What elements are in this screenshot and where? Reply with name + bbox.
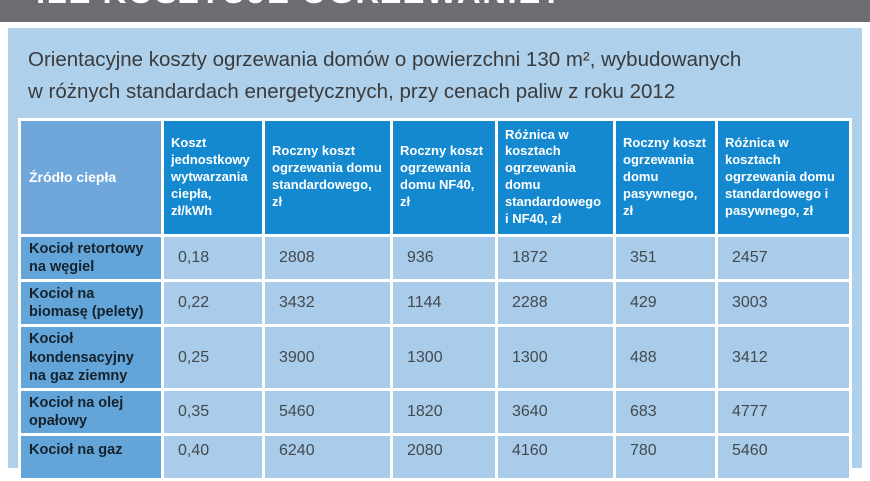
intro-line-2: w różnych standardach energetycznych, pr… <box>28 79 676 103</box>
value-cell: 6240 <box>265 436 390 478</box>
value-cell: 3900 <box>265 327 390 388</box>
value-cell: 2808 <box>265 236 390 280</box>
value-cell: 4777 <box>718 390 849 433</box>
table-row-oil-boiler: Kocioł na olej opałowy 0,35 5460 1820 36… <box>21 390 849 433</box>
value-cell: 3003 <box>718 282 849 325</box>
header-cell-heat-source: Źródło ciepła <box>21 120 161 234</box>
header-cell-passive-house-cost: Roczny koszt ogrzewania domu pasywnego, … <box>616 120 715 234</box>
row-label-cell: Kocioł kondensacyjny na gaz ziemny <box>21 327 161 388</box>
page-header-bar: ILE KOSZTUJE OGRZEWANIE? <box>0 0 870 22</box>
value-cell: 488 <box>616 327 715 388</box>
table-header-row: Źródło ciepła Koszt jednostkowy wytwarza… <box>21 120 849 234</box>
info-panel: Orientacyjne koszty ogrzewania domów o p… <box>8 28 862 481</box>
table-row-condensing-gas-boiler: Kocioł kondensacyjny na gaz ziemny 0,25 … <box>21 327 849 388</box>
row-label-cell: Kocioł na gaz <box>21 436 161 478</box>
value-cell: 0,18 <box>164 236 262 280</box>
table-row-lpg-boiler: Kocioł na gaz 0,40 6240 2080 4160 780 54… <box>21 436 849 478</box>
table-row-biomass-boiler: Kocioł na biomasę (pelety) 0,22 3432 114… <box>21 282 849 325</box>
value-cell: 0,25 <box>164 327 262 388</box>
value-cell: 3412 <box>718 327 849 388</box>
table-row-coal-boiler: Kocioł retortowy na węgiel 0,18 2808 936… <box>21 236 849 280</box>
value-cell: 1300 <box>498 327 613 388</box>
intro-line-1: Orientacyjne koszty ogrzewania domów o p… <box>28 48 742 71</box>
row-label-cell: Kocioł na olej opałowy <box>21 390 161 433</box>
value-cell: 2288 <box>498 282 613 325</box>
page-title: ILE KOSZTUJE OGRZEWANIE? <box>36 0 563 8</box>
value-cell: 3640 <box>498 390 613 433</box>
value-cell: 5460 <box>265 390 390 433</box>
row-label-cell: Kocioł na biomasę (pelety) <box>21 282 161 325</box>
value-cell: 3432 <box>265 282 390 325</box>
value-cell: 1144 <box>393 282 495 325</box>
value-cell: 1820 <box>393 390 495 433</box>
intro-text: Orientacyjne koszty ogrzewania domów o p… <box>8 28 862 118</box>
row-label-cell: Kocioł retortowy na węgiel <box>21 236 161 280</box>
heating-costs-table: Źródło ciepła Koszt jednostkowy wytwarza… <box>18 117 852 481</box>
value-cell: 429 <box>616 282 715 325</box>
value-cell: 351 <box>616 236 715 280</box>
value-cell: 1300 <box>393 327 495 388</box>
header-cell-diff-standard-nf40: Różnica w kosztach ogrzewania domu stand… <box>498 120 613 234</box>
value-cell: 780 <box>616 436 715 478</box>
value-cell: 683 <box>616 390 715 433</box>
value-cell: 0,35 <box>164 390 262 433</box>
header-cell-diff-standard-passive: Różnica w kosztach ogrzewania domu stand… <box>718 120 849 234</box>
header-cell-nf40-house-cost: Roczny koszt ogrzewania domu NF40, zł <box>393 120 495 234</box>
value-cell: 2457 <box>718 236 849 280</box>
value-cell: 1872 <box>498 236 613 280</box>
value-cell: 0,40 <box>164 436 262 478</box>
value-cell: 5460 <box>718 436 849 478</box>
header-cell-standard-house-cost: Roczny koszt ogrzewania domu standardowe… <box>265 120 390 234</box>
value-cell: 0,22 <box>164 282 262 325</box>
value-cell: 2080 <box>393 436 495 478</box>
value-cell: 4160 <box>498 436 613 478</box>
header-cell-unit-cost: Koszt jednostkowy wytwarzania ciepła, zł… <box>164 120 262 234</box>
value-cell: 936 <box>393 236 495 280</box>
